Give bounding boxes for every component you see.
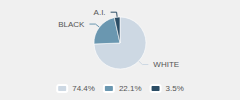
svg-text:74.4%: 74.4% (72, 84, 95, 93)
svg-text:A.I.: A.I. (94, 8, 106, 17)
svg-text:WHITE: WHITE (153, 60, 179, 69)
svg-text:BLACK: BLACK (58, 20, 85, 29)
svg-text:22.1%: 22.1% (119, 84, 142, 93)
svg-text:3.5%: 3.5% (166, 84, 184, 93)
